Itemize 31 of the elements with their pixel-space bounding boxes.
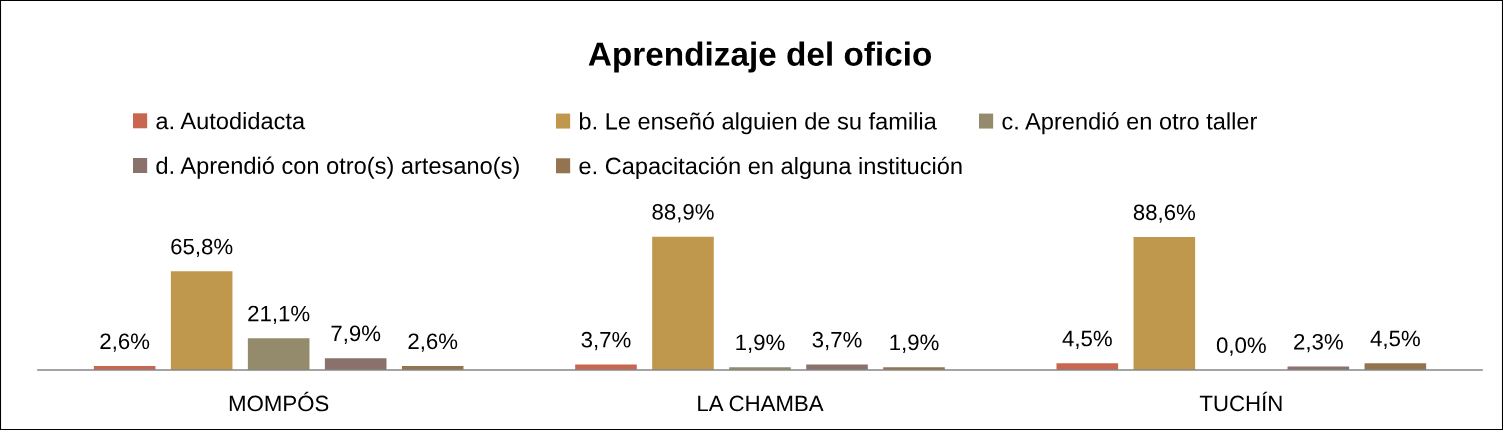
data-label: 21,1% bbox=[248, 305, 310, 325]
data-label: 4,5% bbox=[1370, 330, 1420, 349]
x-tick-label: MOMPÓS bbox=[229, 391, 329, 412]
data-label: 3,7% bbox=[812, 331, 862, 351]
data-label: 88,6% bbox=[1133, 204, 1196, 223]
legend-label: b. Le enseñó alguien de su familia bbox=[579, 112, 937, 135]
data-label: 88,9% bbox=[652, 204, 714, 223]
legend-label: a. Autodidacta bbox=[156, 112, 306, 130]
x-tick-label: TUCHÍN bbox=[1199, 391, 1282, 412]
data-label: 1,9% bbox=[736, 334, 785, 353]
data-label: 7,9% bbox=[331, 325, 381, 344]
chart-title: Aprendizaje del oficio bbox=[588, 41, 932, 73]
legend-label: d. Aprendió con otro(s) artesano(s) bbox=[156, 156, 519, 179]
legend-label: c. Aprendió en otro taller bbox=[1002, 112, 1257, 135]
bar bbox=[806, 364, 868, 370]
data-label: 2,6% bbox=[100, 333, 150, 352]
data-label: 1,9% bbox=[890, 334, 939, 353]
legend-label: e. Capacitación en alguna institución bbox=[579, 156, 962, 179]
bar bbox=[652, 236, 714, 370]
bar bbox=[324, 358, 387, 370]
data-label: 2,3% bbox=[1294, 333, 1343, 353]
bar bbox=[247, 338, 310, 370]
data-label: 2,6% bbox=[408, 333, 458, 352]
data-label: 4,5% bbox=[1062, 330, 1112, 349]
x-tick-label: LA CHAMBA bbox=[698, 395, 824, 412]
data-label: 0,0% bbox=[1216, 337, 1266, 356]
bar bbox=[575, 364, 637, 370]
bar bbox=[1133, 237, 1196, 370]
data-label: 3,7% bbox=[581, 331, 631, 351]
bar bbox=[170, 271, 233, 370]
data-label: 65,8% bbox=[171, 238, 233, 258]
